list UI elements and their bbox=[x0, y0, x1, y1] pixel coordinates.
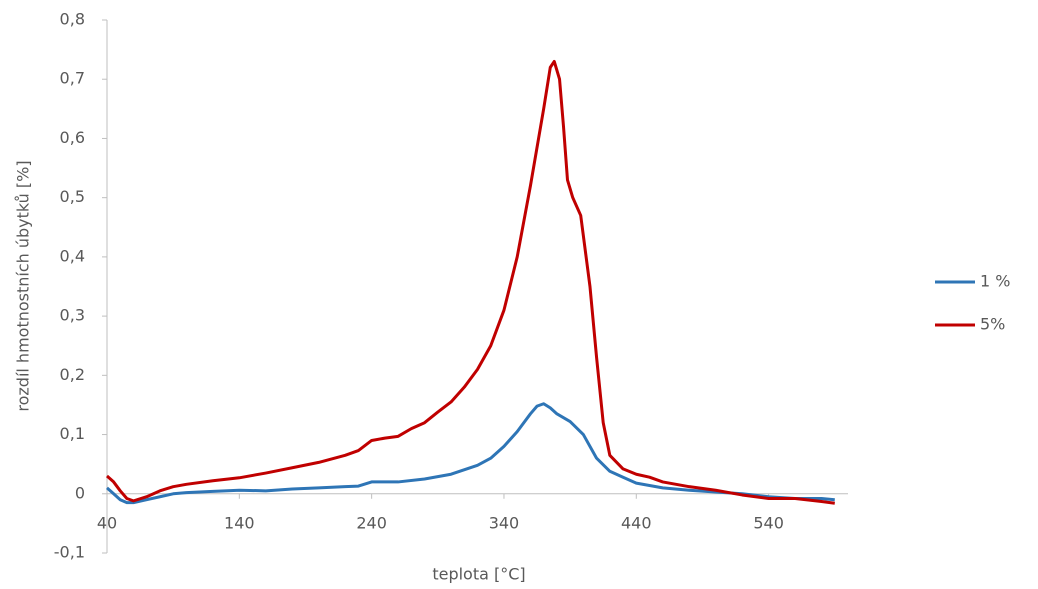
line-series bbox=[106, 59, 835, 505]
x-tick-label: 540 bbox=[753, 513, 784, 532]
y-tick-label: 0 bbox=[75, 483, 85, 502]
y-tick-label: 0,4 bbox=[60, 246, 85, 265]
x-axis-title: teplota [°C] bbox=[432, 565, 525, 584]
x-tick-label: 440 bbox=[621, 513, 652, 532]
x-tick-label: 140 bbox=[224, 513, 255, 532]
x-tick-label: 40 bbox=[97, 513, 117, 532]
legend-label: 1 % bbox=[980, 272, 1010, 291]
y-tick-label: 0,1 bbox=[60, 424, 85, 443]
x-tick-label: 340 bbox=[489, 513, 520, 532]
y-tick-label: 0,6 bbox=[60, 128, 85, 147]
y-tick-label: 0,8 bbox=[60, 10, 85, 29]
y-tick-label: 0,5 bbox=[60, 187, 85, 206]
y-tick-label: -0,1 bbox=[54, 543, 85, 562]
y-tick-label: 0,2 bbox=[60, 365, 85, 384]
legend-label: 5% bbox=[980, 315, 1005, 334]
y-tick-label: 0,7 bbox=[60, 69, 85, 88]
line-series bbox=[106, 402, 835, 505]
x-tick-label: 240 bbox=[356, 513, 387, 532]
y-tick-label: 0,3 bbox=[60, 306, 85, 325]
y-axis-title: rozdíl hmotnostních úbytků [%] bbox=[14, 160, 33, 411]
